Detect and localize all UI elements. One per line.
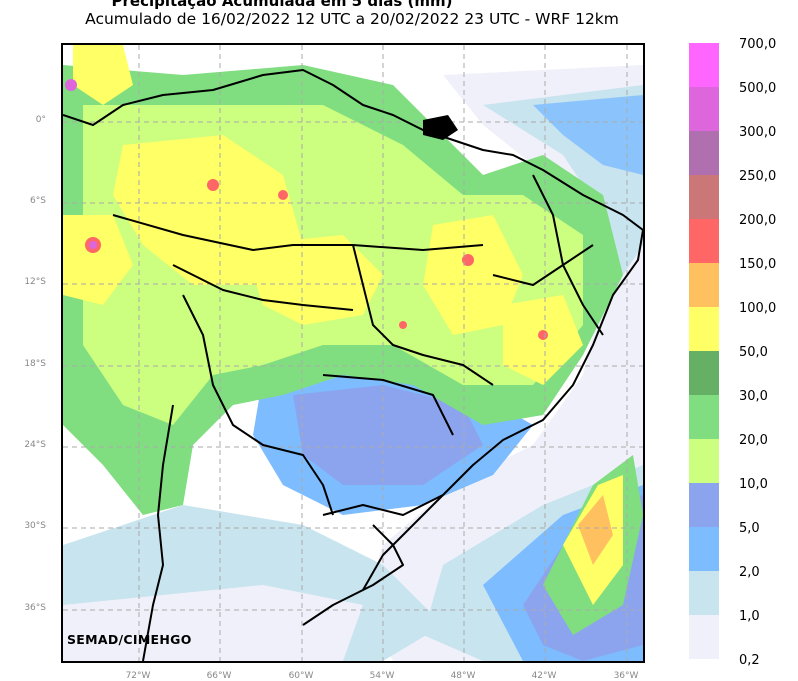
lon-label-54w: 54°W xyxy=(369,671,395,681)
legend-swatch xyxy=(689,571,719,615)
legend-swatch xyxy=(689,43,719,87)
legend-label: 1,0 xyxy=(739,609,760,624)
legend-label: 5,0 xyxy=(739,521,760,536)
legend-label: 10,0 xyxy=(739,477,768,492)
lon-label-66w: 66°W xyxy=(206,671,232,681)
lat-label-6s: 6°S xyxy=(30,196,46,206)
legend-label: 100,0 xyxy=(739,301,777,316)
precipitation-map xyxy=(61,43,645,663)
lon-label-48w: 48°W xyxy=(450,671,476,681)
lat-label-12s: 12°S xyxy=(24,277,46,287)
legend-label: 20,0 xyxy=(739,433,768,448)
legend-label: 200,0 xyxy=(739,213,777,228)
legend-swatch xyxy=(689,615,719,659)
legend-label: 700,0 xyxy=(739,37,777,52)
legend-swatch xyxy=(689,131,719,175)
lat-label-36s: 36°S xyxy=(24,603,46,613)
lat-label-0: 0° xyxy=(35,115,46,125)
legend-label: 300,0 xyxy=(739,125,777,140)
credit-label: SEMAD/CIMEHGO xyxy=(67,632,192,647)
lat-label-18s: 18°S xyxy=(24,359,46,369)
legend-label: 2,0 xyxy=(739,565,760,580)
legend-label: 30,0 xyxy=(739,389,768,404)
legend-swatch xyxy=(689,351,719,395)
legend-swatch xyxy=(689,483,719,527)
legend-swatch xyxy=(689,307,719,351)
map-subtitle: Acumulado de 16/02/2022 12 UTC a 20/02/2… xyxy=(85,10,619,28)
legend-swatch xyxy=(689,395,719,439)
legend-colorbar xyxy=(689,43,719,659)
legend-swatch xyxy=(689,87,719,131)
legend-swatch xyxy=(689,527,719,571)
legend-label: 50,0 xyxy=(739,345,768,360)
legend-label: 500,0 xyxy=(739,81,777,96)
legend-label: 0,2 xyxy=(739,653,760,668)
lon-label-36w: 36°W xyxy=(613,671,639,681)
lat-label-30s: 30°S xyxy=(24,521,46,531)
lat-label-24s: 24°S xyxy=(24,440,46,450)
lon-label-60w: 60°W xyxy=(288,671,314,681)
legend-swatch xyxy=(689,175,719,219)
lon-label-42w: 42°W xyxy=(531,671,557,681)
precipitation-field xyxy=(63,45,643,661)
map-title: Precipitação Acumulada em 5 dias (mm) xyxy=(111,0,453,10)
legend-label: 150,0 xyxy=(739,257,777,272)
legend-swatch xyxy=(689,439,719,483)
legend-swatch xyxy=(689,219,719,263)
legend-label: 250,0 xyxy=(739,169,777,184)
legend-swatch xyxy=(689,263,719,307)
lon-label-72w: 72°W xyxy=(125,671,151,681)
